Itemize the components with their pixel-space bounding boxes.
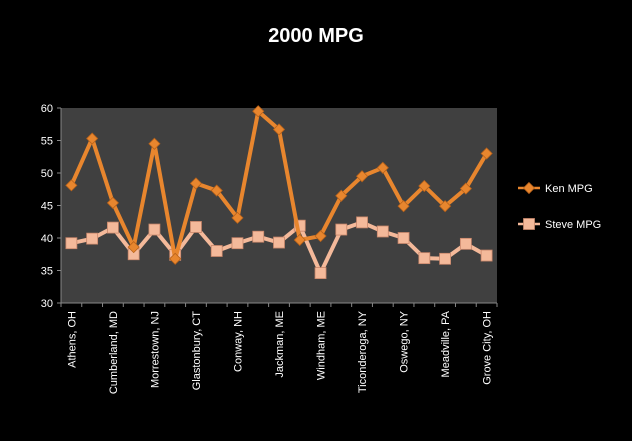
data-point-ken-mpg bbox=[169, 252, 182, 265]
x-tick-label: Oswego, NY bbox=[399, 310, 411, 372]
y-tick-label: 30 bbox=[41, 298, 53, 310]
data-point-steve-mpg bbox=[190, 221, 202, 233]
data-point-steve-mpg bbox=[273, 236, 285, 249]
legend-label: Steve MPG bbox=[545, 219, 601, 231]
data-point-ken-mpg bbox=[189, 177, 203, 190]
data-point-steve-mpg bbox=[335, 223, 348, 236]
x-tick-label: Ticonderoga, NY bbox=[357, 310, 369, 393]
series-steve-mpg bbox=[65, 216, 493, 280]
data-point-steve-mpg bbox=[439, 252, 451, 265]
y-tick-label: 45 bbox=[41, 201, 53, 213]
chart-title: 2000 MPG bbox=[268, 25, 364, 47]
x-tick-label: Meadville, PA bbox=[440, 310, 452, 377]
data-point-steve-mpg bbox=[86, 232, 99, 245]
data-point-steve-mpg bbox=[397, 232, 410, 244]
data-point-steve-mpg bbox=[480, 249, 493, 262]
data-point-ken-mpg bbox=[459, 182, 472, 195]
legend-label: Ken MPG bbox=[545, 183, 593, 195]
data-point-ken-mpg bbox=[293, 233, 306, 247]
data-point-ken-mpg bbox=[335, 189, 348, 202]
data-point-ken-mpg bbox=[439, 200, 452, 213]
data-point-steve-mpg bbox=[356, 216, 368, 229]
data-point-steve-mpg bbox=[459, 237, 472, 250]
x-tick-label: Morrestown, NJ bbox=[149, 311, 161, 388]
data-point-ken-mpg bbox=[376, 161, 389, 174]
y-tick-label: 55 bbox=[41, 136, 53, 148]
data-point-steve-mpg bbox=[148, 223, 161, 236]
data-point-ken-mpg bbox=[65, 179, 78, 192]
x-tick-label: Glastonbury, CT bbox=[191, 311, 203, 391]
data-point-ken-mpg bbox=[231, 211, 244, 224]
legend: Ken MPG Steve MPG bbox=[518, 181, 601, 231]
data-point-ken-mpg bbox=[314, 229, 327, 243]
data-point-steve-mpg bbox=[252, 230, 265, 243]
data-point-ken-mpg bbox=[252, 105, 265, 118]
legend-marker bbox=[522, 181, 536, 195]
legend-entry-ken-mpg: Ken MPG bbox=[518, 181, 593, 195]
data-point-steve-mpg bbox=[107, 221, 119, 234]
data-point-ken-mpg bbox=[418, 179, 431, 193]
x-tick-label: Athens, OH bbox=[66, 311, 78, 368]
data-point-steve-mpg bbox=[231, 237, 244, 250]
plot-area bbox=[61, 108, 497, 303]
data-point-ken-mpg bbox=[127, 241, 140, 254]
data-point-ken-mpg bbox=[272, 123, 286, 136]
series-layer bbox=[65, 105, 493, 280]
data-point-ken-mpg bbox=[148, 137, 161, 150]
data-point-steve-mpg bbox=[314, 267, 327, 280]
data-point-steve-mpg bbox=[210, 245, 223, 257]
legend-marker bbox=[523, 218, 535, 230]
series-ken-mpg bbox=[65, 105, 493, 265]
data-point-ken-mpg bbox=[86, 132, 99, 145]
y-tick-label: 35 bbox=[41, 266, 53, 278]
x-tick-label: Grove City, OH bbox=[482, 311, 494, 385]
legend-entry-steve-mpg: Steve MPG bbox=[518, 218, 601, 231]
y-tick-label: 40 bbox=[41, 233, 53, 245]
data-point-steve-mpg bbox=[65, 237, 78, 250]
axes: 30 35 40 45 50 55 60 Athens, OH Cumberland, MD Mo… bbox=[41, 103, 498, 394]
data-point-ken-mpg bbox=[397, 200, 410, 213]
data-point-steve-mpg bbox=[418, 252, 431, 265]
x-tick-label: Jackman, ME bbox=[274, 311, 286, 378]
y-tick-label: 50 bbox=[41, 168, 53, 180]
y-tick-label: 60 bbox=[41, 103, 53, 115]
data-point-steve-mpg bbox=[376, 225, 389, 238]
data-point-ken-mpg bbox=[210, 184, 223, 197]
x-tick-label: Windham, ME bbox=[316, 311, 328, 380]
x-tick-label: Cumberland, MD bbox=[108, 311, 120, 394]
x-tick-label: Conway, NH bbox=[232, 311, 244, 372]
data-point-ken-mpg bbox=[106, 196, 119, 209]
data-point-ken-mpg bbox=[480, 147, 493, 160]
data-point-ken-mpg bbox=[355, 170, 369, 183]
